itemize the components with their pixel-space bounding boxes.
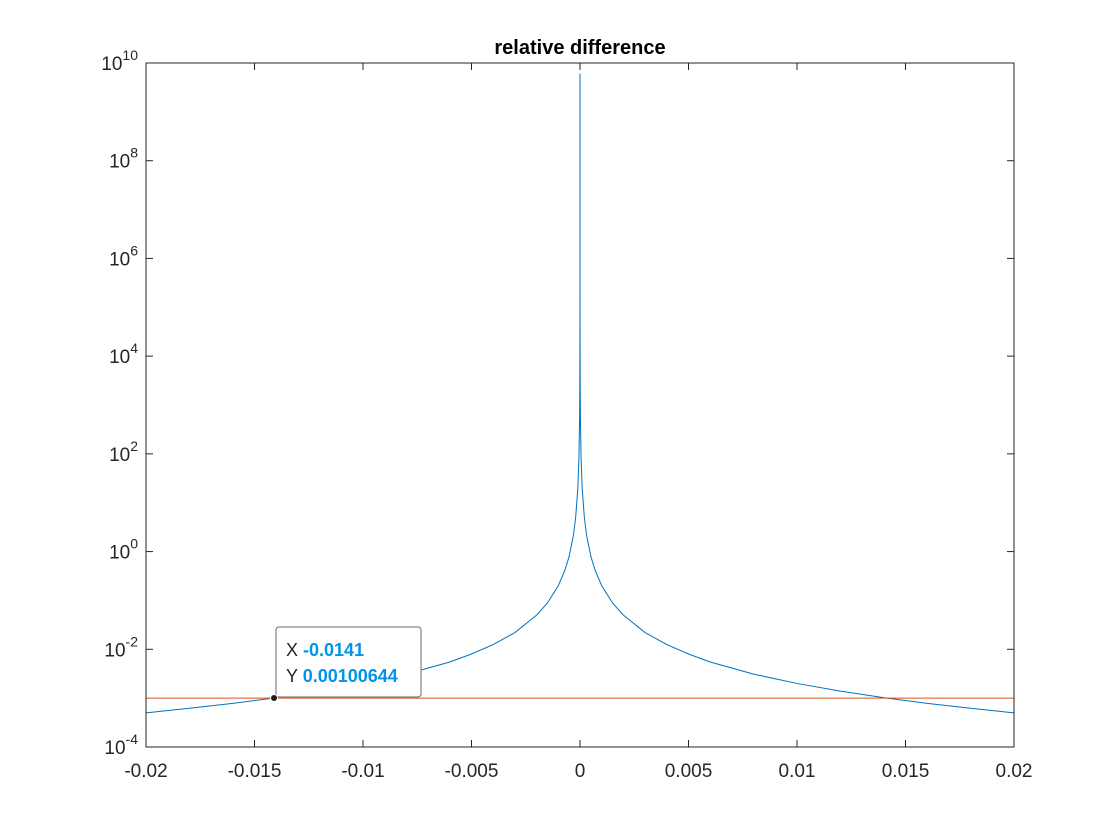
datatip-marker[interactable] — [270, 694, 279, 703]
y-tick-label: 10-4 — [104, 731, 138, 759]
x-tick-label: 0.005 — [665, 761, 713, 782]
datatip-y-row: Y 0.00100644 — [286, 666, 398, 686]
y-tick-label: 100 — [109, 536, 138, 564]
x-tick-label: -0.01 — [341, 761, 384, 782]
datatip-x-row: X -0.0141 — [286, 640, 364, 660]
data-tip[interactable]: X -0.0141 Y 0.00100644 — [270, 626, 422, 703]
x-tick-label: -0.02 — [124, 761, 167, 782]
y-tick-label: 10-2 — [104, 633, 138, 661]
series-layer — [145, 73, 1015, 714]
y-tick-label: 108 — [109, 145, 138, 173]
x-tick-label: -0.005 — [445, 761, 499, 782]
y-tick-label: 104 — [109, 340, 138, 368]
x-tick-label: 0 — [575, 761, 586, 782]
y-axis: 10-4 10-2 100 102 104 106 108 1010 — [101, 47, 1014, 759]
x-tick-label: 0.015 — [882, 761, 930, 782]
chart-title: relative difference — [494, 37, 665, 59]
datatip-box — [275, 626, 422, 698]
x-tick-label: -0.015 — [228, 761, 282, 782]
y-tick-label: 1010 — [101, 47, 138, 75]
x-axis: -0.02 -0.015 -0.01 -0.005 0 0.005 0.01 0.015 0.0… — [124, 63, 1032, 782]
x-tick-label: 0.02 — [996, 761, 1033, 782]
y-tick-label: 106 — [109, 242, 138, 270]
series-line-1[interactable] — [145, 73, 1015, 714]
x-tick-label: 0.01 — [779, 761, 816, 782]
y-tick-label: 102 — [109, 438, 138, 466]
